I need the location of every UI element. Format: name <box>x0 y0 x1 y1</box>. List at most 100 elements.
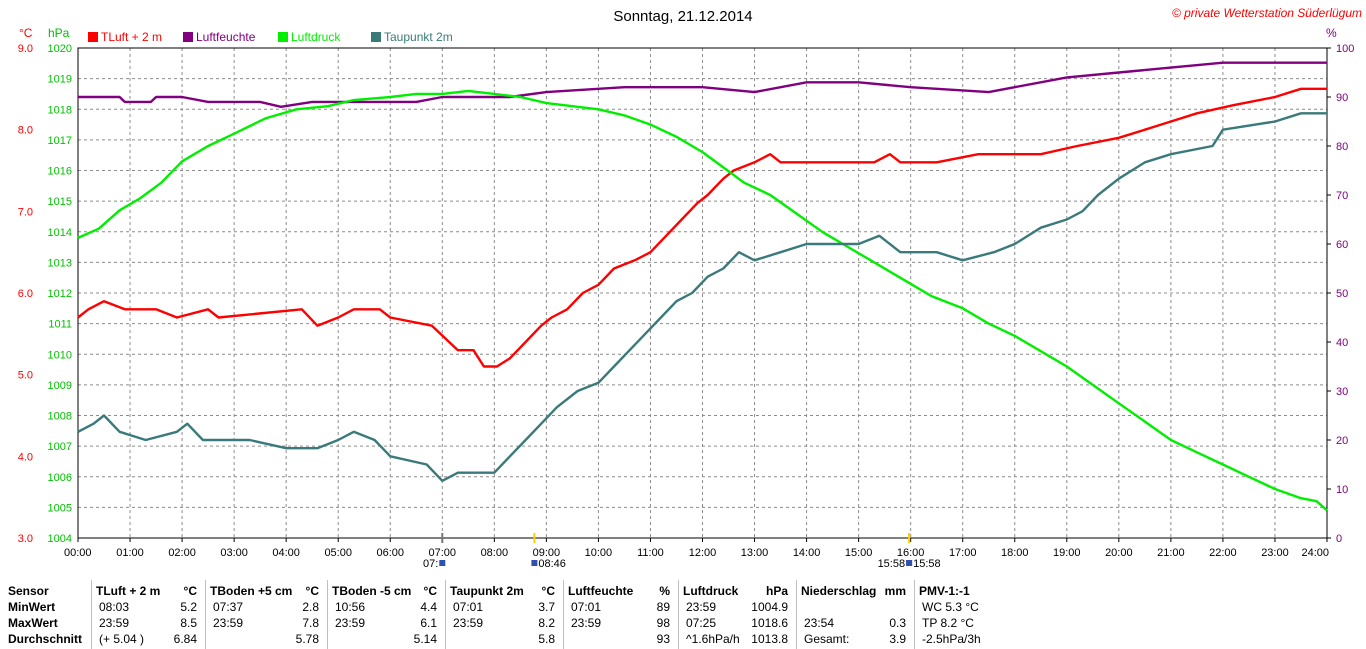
temp-tick-label: 6.0 <box>18 288 33 300</box>
stats-cell-value: 5.78 <box>295 632 319 646</box>
stats-col-divider <box>678 580 679 649</box>
stats-col-header: Niederschlag <box>801 584 877 598</box>
stats-cell-time: TP 8.2 °C <box>922 616 974 630</box>
pressure-tick-label: 1009 <box>48 380 72 392</box>
series-line <box>77 112 1327 482</box>
weather-chart: Sonntag, 21.12.2014 © private Wetterstat… <box>18 6 1362 570</box>
humidity-tick-label: 20 <box>1336 435 1348 447</box>
stats-col-header: Luftdruck <box>683 584 739 598</box>
pressure-tick-label: 1010 <box>48 349 72 361</box>
axis-ticks: 1004100510061007100810091010101110121013… <box>18 43 1355 559</box>
stats-row-label: MinWert <box>8 600 56 614</box>
humidity-tick-label: 40 <box>1336 337 1348 349</box>
legend-swatch <box>371 32 381 42</box>
x-tick-label: 04:00 <box>272 547 300 559</box>
x-tick-label: 16:00 <box>897 547 925 559</box>
stats-col-header: TLuft + 2 m <box>96 584 161 598</box>
marker-icon <box>906 560 913 566</box>
stats-cell-time: 23:59 <box>335 616 366 630</box>
stats-cell-time: 23:54 <box>804 616 835 630</box>
stats-cell-time: -2.5hPa/3h <box>922 632 981 646</box>
x-tick-label: 24:00 <box>1301 547 1329 559</box>
stats-cell-time: 10:56 <box>335 600 366 614</box>
pressure-tick-label: 1017 <box>48 135 72 147</box>
humidity-tick-label: 0 <box>1336 533 1342 545</box>
pressure-tick-label: 1005 <box>48 502 72 514</box>
pressure-axis-unit: hPa <box>48 26 70 40</box>
x-tick-label: 20:00 <box>1105 547 1133 559</box>
humidity-tick-label: 70 <box>1336 190 1348 202</box>
temp-axis-unit: °C <box>19 26 33 40</box>
stats-col-divider <box>205 580 206 649</box>
stats-cell-value: 93 <box>656 632 670 646</box>
stats-col-divider <box>796 580 797 649</box>
pressure-tick-label: 1004 <box>48 533 72 545</box>
series-lines <box>77 61 1328 512</box>
humidity-tick-label: 30 <box>1336 386 1348 398</box>
x-tick-label: 08:00 <box>481 547 509 559</box>
grid <box>78 48 1327 538</box>
x-tick-label: 05:00 <box>324 547 352 559</box>
x-tick-label: 19:00 <box>1053 547 1081 559</box>
legend-label: Taupunkt 2m <box>384 30 453 44</box>
x-tick-label: 22:00 <box>1209 547 1237 559</box>
legend-label: Luftfeuchte <box>196 30 256 44</box>
pressure-tick-label: 1015 <box>48 196 72 208</box>
stats-row-label: Durchschnitt <box>8 632 83 646</box>
temp-tick-label: 7.0 <box>18 206 33 218</box>
stats-cell-time: (+ 5.04 ) <box>99 632 145 646</box>
stats-cell-value: 7.8 <box>302 616 319 630</box>
stats-cell-time: WC 5.3 °C <box>922 600 979 614</box>
x-tick-label: 11:00 <box>637 547 664 559</box>
stats-col-divider <box>327 580 328 649</box>
x-tick-label: 02:00 <box>168 547 196 559</box>
pressure-tick-label: 1013 <box>48 257 72 269</box>
stats-cell-value: 0.3 <box>889 616 906 630</box>
stats-cell-time: 07:01 <box>571 600 602 614</box>
marker-label: 08:46 <box>538 558 566 570</box>
chart-title: Sonntag, 21.12.2014 <box>613 8 752 25</box>
stats-cell-value: 98 <box>656 616 670 630</box>
series-line <box>77 89 1328 512</box>
pressure-tick-label: 1012 <box>48 288 72 300</box>
legend-swatch <box>88 32 98 42</box>
stats-cell-value: 3.9 <box>889 632 906 646</box>
x-tick-label: 12:00 <box>689 547 717 559</box>
x-tick-label: 21:00 <box>1157 547 1185 559</box>
x-tick-label: 00:00 <box>64 547 92 559</box>
stats-cell-value: 5.14 <box>413 632 437 646</box>
legend-swatch <box>278 32 288 42</box>
humidity-tick-label: 60 <box>1336 239 1348 251</box>
stats-cell-time: ^1.6hPa/h <box>686 632 740 646</box>
x-tick-label: 01:00 <box>116 547 144 559</box>
stats-col-header: TBoden -5 cm <box>332 584 412 598</box>
stats-cell-value: 6.1 <box>420 616 437 630</box>
legend-label: TLuft + 2 m <box>101 30 162 44</box>
stats-cell-time: 07:25 <box>686 616 717 630</box>
series-line <box>77 87 1327 368</box>
pressure-tick-label: 1006 <box>48 472 72 484</box>
stats-cell-time: 07:37 <box>213 600 244 614</box>
pressure-tick-label: 1011 <box>48 319 72 331</box>
temp-tick-label: 8.0 <box>18 125 33 137</box>
stats-cell-time: 23:59 <box>686 600 717 614</box>
stats-col-divider <box>91 580 92 649</box>
stats-col-unit: mm <box>884 584 906 598</box>
stats-cell-time: 23:59 <box>99 616 130 630</box>
stats-col-header: Taupunkt 2m <box>450 584 524 598</box>
stats-col-unit: % <box>659 584 670 598</box>
stats-cell-time: 08:03 <box>99 600 130 614</box>
humidity-tick-label: 80 <box>1336 141 1348 153</box>
temp-tick-label: 9.0 <box>18 43 33 55</box>
stats-col-divider <box>445 580 446 649</box>
stats-col-header: TBoden +5 cm <box>210 584 293 598</box>
marker-icon <box>439 560 446 566</box>
stats-col-unit: °C <box>305 584 319 598</box>
stats-cell-value: 89 <box>656 600 670 614</box>
marker-label: 15:58 <box>913 558 941 570</box>
stats-col-unit: °C <box>183 584 197 598</box>
time-markers: 07: 08:46 15:58 15:58 <box>423 533 941 570</box>
legend-swatch <box>183 32 193 42</box>
temp-tick-label: 4.0 <box>18 451 33 463</box>
stats-row-label: MaxWert <box>8 616 58 630</box>
